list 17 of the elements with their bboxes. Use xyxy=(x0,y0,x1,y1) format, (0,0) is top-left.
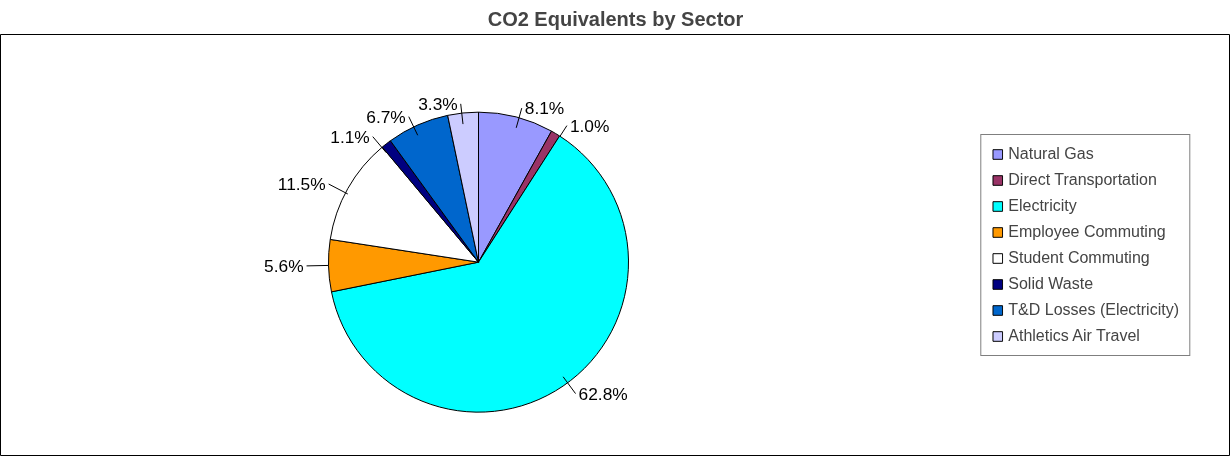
legend-label: Athletics Air Travel xyxy=(1008,327,1140,345)
chart-title: CO2 Equivalents by Sector xyxy=(487,7,744,30)
data-label: 5.6% xyxy=(264,255,304,276)
legend-label: Natural Gas xyxy=(1008,145,1094,163)
legend-label: Employee Commuting xyxy=(1008,223,1166,241)
data-label: 1.0% xyxy=(569,115,610,136)
data-label: 3.3% xyxy=(418,93,458,114)
data-label: 11.5% xyxy=(277,174,326,195)
data-label: 62.8% xyxy=(578,383,628,404)
data-label: 6.7% xyxy=(366,106,406,127)
legend-label: T&D Losses (Electricity) xyxy=(1008,301,1179,319)
legend-label: Solid Waste xyxy=(1008,275,1094,293)
legend-label: Direct Transportation xyxy=(1008,171,1157,189)
legend-label: Student Commuting xyxy=(1008,249,1150,267)
data-label: 8.1% xyxy=(524,98,565,119)
data-label: 1.1% xyxy=(330,126,370,147)
legend-label: Electricity xyxy=(1008,197,1077,215)
